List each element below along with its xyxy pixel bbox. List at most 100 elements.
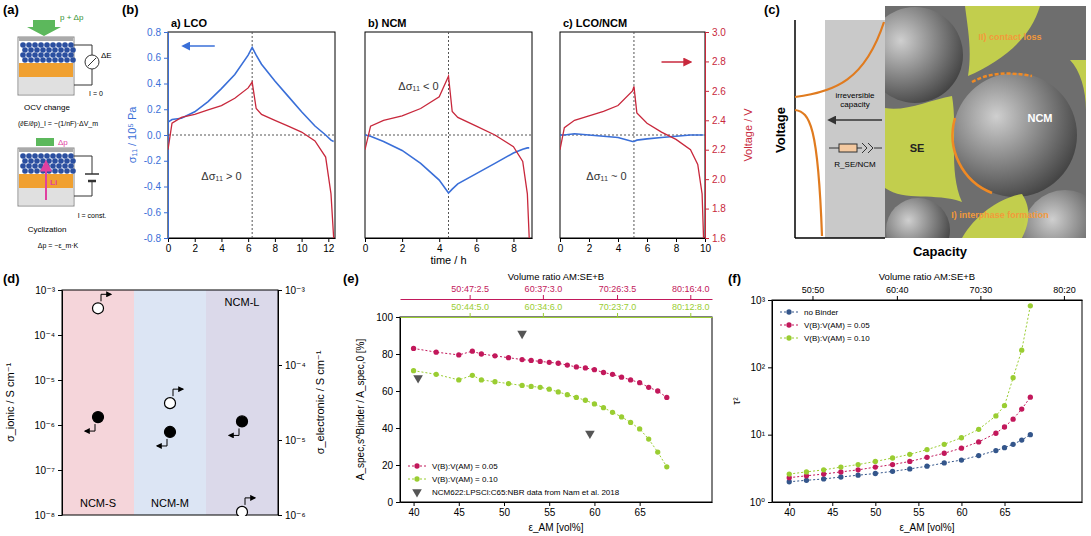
tick-label: 2.6 xyxy=(712,86,726,97)
point xyxy=(601,405,606,410)
point xyxy=(993,431,998,436)
axis-line xyxy=(772,301,773,503)
plot-frame xyxy=(560,32,705,238)
axis-title: A_spec,s^Binder / A_spec,0 [%] xyxy=(355,339,366,481)
tick-label: 60:40 xyxy=(886,285,909,295)
charge-curve xyxy=(795,22,884,97)
point xyxy=(610,372,615,377)
tick: 0.8 xyxy=(147,27,168,38)
particle xyxy=(26,52,32,58)
point xyxy=(592,401,597,406)
particle xyxy=(70,158,76,164)
panel-label: (d) xyxy=(3,271,20,286)
label: R_SE/NCM xyxy=(834,160,876,169)
label: NCM xyxy=(1027,112,1052,124)
particle xyxy=(58,57,64,63)
legend-marker xyxy=(414,476,419,481)
point xyxy=(907,466,912,471)
tick-label: 6 xyxy=(246,243,252,254)
tick: 10⁻⁶ xyxy=(34,420,62,431)
tick-label: 10² xyxy=(751,362,766,373)
series-line xyxy=(414,371,667,467)
panel-xy: (f)40455055606510⁰10¹10²10³50:5060:4070:… xyxy=(728,271,1083,533)
tick-mark xyxy=(459,502,460,506)
tick-mark xyxy=(549,502,550,506)
tick-mark xyxy=(164,238,168,239)
point xyxy=(1028,303,1033,308)
subplot: c) LCO/NCM02468101.61.82.02.22.42.62.83.… xyxy=(558,17,754,254)
tick-label: 2.2 xyxy=(712,144,726,155)
tick-mark xyxy=(58,335,62,336)
tick-label: 70:26:3.5 xyxy=(599,284,637,294)
tick: 10⁻⁵ xyxy=(34,375,62,386)
tick-mark xyxy=(768,502,772,503)
point xyxy=(619,414,624,419)
legend-label: NCM622:LPSCl:C65:NBR data from Nam et al… xyxy=(432,488,620,497)
particle xyxy=(58,158,64,164)
plot-frame xyxy=(772,300,1082,502)
tick-mark xyxy=(875,502,876,506)
particle xyxy=(34,168,40,174)
particle xyxy=(22,168,28,174)
tick-mark xyxy=(365,238,366,242)
tick: 2 xyxy=(400,238,406,254)
particle xyxy=(56,52,62,58)
point xyxy=(976,427,981,432)
point xyxy=(873,459,878,464)
tick-label: 60:34:6.0 xyxy=(525,302,563,312)
point xyxy=(411,346,416,351)
axis-title: σ_ionic / S cm⁻¹ xyxy=(4,363,16,443)
tick-mark xyxy=(789,502,790,506)
particle xyxy=(26,42,32,48)
tick-mark xyxy=(278,515,282,516)
point xyxy=(804,469,809,474)
tick-label: 50 xyxy=(870,507,882,518)
tick-label: 40 xyxy=(409,507,421,518)
particle xyxy=(40,47,46,53)
switch-line xyxy=(448,32,449,238)
anode xyxy=(19,77,73,94)
axis-title: σ₁₁ / 10⁵ Pa xyxy=(126,106,138,164)
tick-label: 6 xyxy=(645,243,651,254)
tick-label: 45 xyxy=(827,507,839,518)
legend-marker xyxy=(786,309,791,314)
pressure-arrow xyxy=(27,20,61,36)
tick-label: 45 xyxy=(454,507,466,518)
tick-mark xyxy=(504,502,505,506)
stress-line xyxy=(168,47,334,141)
tick-label: 8 xyxy=(674,243,680,254)
tick-mark xyxy=(58,425,62,426)
point xyxy=(628,377,633,382)
point xyxy=(664,395,669,400)
label: II) contact loss xyxy=(978,32,1041,42)
tick: 80 xyxy=(382,349,400,360)
axis-line xyxy=(401,299,713,300)
tick: 60 xyxy=(589,502,601,518)
axis-title: Voltage xyxy=(773,107,788,153)
tick-mark xyxy=(439,238,440,242)
tick-mark xyxy=(164,109,168,110)
tick-label: 1.6 xyxy=(712,233,726,244)
axis-line xyxy=(794,20,796,238)
annotation: Δσ₁₁ < 0 xyxy=(398,80,438,92)
tick-mark xyxy=(705,209,709,210)
tick-label: -0.4 xyxy=(144,181,162,192)
tick-label: 10⁻⁶ xyxy=(34,420,55,431)
tick-mark xyxy=(617,295,618,299)
tick: 1.8 xyxy=(705,203,726,214)
voltage-line xyxy=(365,76,529,238)
tick-label: 10⁻⁸ xyxy=(34,510,55,521)
tick-label: 0 xyxy=(387,497,393,508)
point xyxy=(413,375,423,383)
point xyxy=(993,448,998,453)
axis-line xyxy=(773,502,1083,503)
particle xyxy=(40,57,46,63)
point xyxy=(519,383,524,388)
particle xyxy=(28,168,34,174)
tick-label: 60:37:3.0 xyxy=(525,284,563,294)
particle xyxy=(68,163,74,169)
tick-label: 40 xyxy=(382,423,394,434)
tick-mark xyxy=(560,238,561,242)
tick: 0 xyxy=(363,238,369,254)
particle xyxy=(62,163,68,169)
